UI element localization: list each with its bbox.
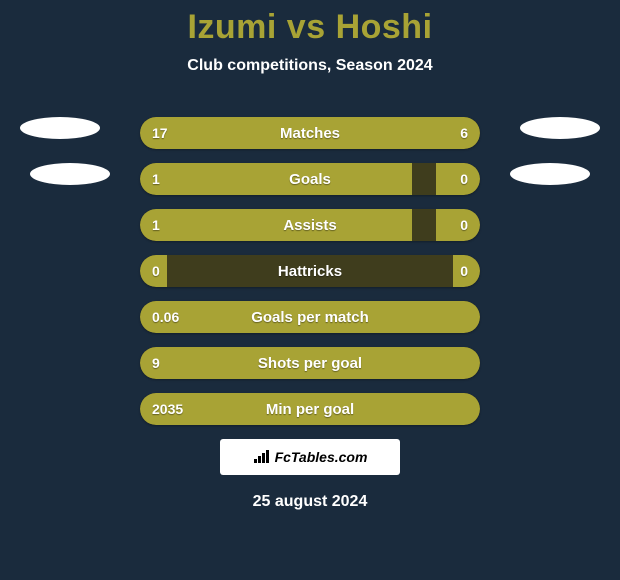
stat-label: Min per goal	[140, 393, 480, 425]
comparison-bars: 176Matches 10Goals 10Assists 00Hattricks 0.0…	[140, 117, 480, 425]
stat-row: 10Assists	[140, 209, 480, 241]
stat-label: Shots per goal	[140, 347, 480, 379]
stat-label: Goals per match	[140, 301, 480, 333]
chart-area: 176Matches 10Goals 10Assists 00Hattricks 0.0…	[0, 117, 620, 425]
chart-icon	[253, 450, 271, 464]
stat-row: 9Shots per goal	[140, 347, 480, 379]
stat-label: Hattricks	[140, 255, 480, 287]
player-left-flag-placeholder	[30, 163, 110, 185]
page-title: Izumi vs Hoshi	[0, 8, 620, 47]
date-label: 25 august 2024	[0, 493, 620, 511]
attribution-badge: FcTables.com	[220, 439, 400, 475]
stat-row: 2035Min per goal	[140, 393, 480, 425]
infographic-container: Izumi vs Hoshi Club competitions, Season…	[0, 0, 620, 580]
stat-row: 10Goals	[140, 163, 480, 195]
player-left-avatar-placeholder	[20, 117, 100, 139]
stat-label: Assists	[140, 209, 480, 241]
stat-label: Goals	[140, 163, 480, 195]
stat-row: 176Matches	[140, 117, 480, 149]
player-right-avatar-placeholder	[520, 117, 600, 139]
stat-label: Matches	[140, 117, 480, 149]
stat-row: 0.06Goals per match	[140, 301, 480, 333]
page-subtitle: Club competitions, Season 2024	[0, 57, 620, 75]
player-right-flag-placeholder	[510, 163, 590, 185]
attribution-text: FcTables.com	[275, 449, 368, 465]
stat-row: 00Hattricks	[140, 255, 480, 287]
